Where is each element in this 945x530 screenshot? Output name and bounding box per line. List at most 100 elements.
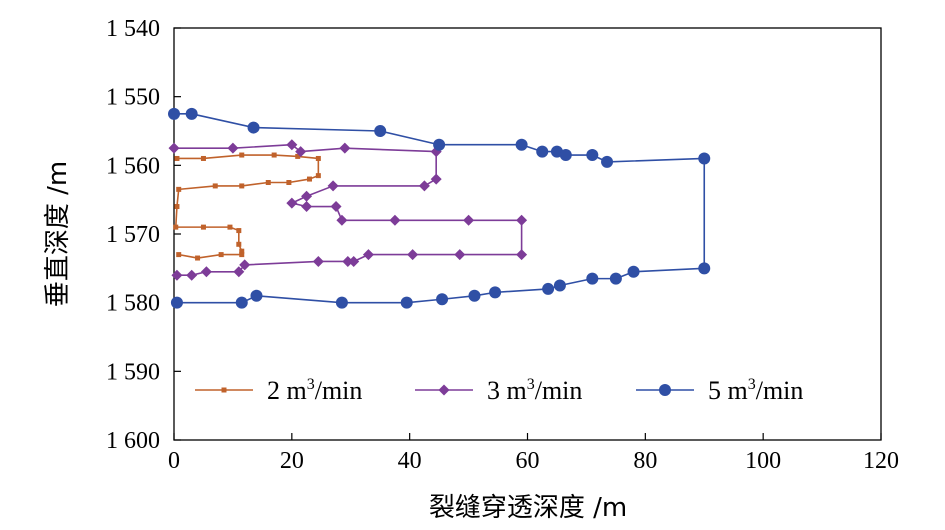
data-point: [212, 183, 218, 189]
data-point: [171, 269, 183, 281]
data-point: [559, 149, 572, 162]
data-point: [516, 249, 528, 261]
series-layer: [168, 107, 711, 309]
data-point: [168, 142, 180, 154]
data-point: [173, 224, 179, 230]
data-point: [176, 186, 182, 192]
data-point: [489, 286, 502, 299]
data-point: [336, 214, 348, 226]
data-point: [374, 125, 387, 137]
legend-label: 5 m3/min: [708, 376, 803, 405]
data-point: [418, 180, 430, 192]
data-point: [463, 214, 475, 226]
x-tick-label: 60: [516, 448, 540, 474]
legend-label: 3 m3/min: [487, 376, 582, 405]
y-tick-label: 1 590: [106, 359, 160, 385]
data-point: [176, 252, 182, 258]
data-point: [200, 224, 206, 230]
data-point: [170, 296, 183, 309]
y-tick-label: 1 550: [106, 85, 160, 111]
data-point: [239, 183, 245, 189]
data-point: [227, 224, 233, 230]
data-point: [174, 204, 180, 210]
data-point: [609, 272, 622, 285]
data-point: [174, 155, 180, 161]
series-2: [168, 139, 528, 281]
data-point: [168, 107, 180, 120]
legend-item-2: 3 m3/min: [415, 376, 582, 405]
y-axis-title: 垂直深度 /m: [43, 161, 73, 307]
y-axis-ticks: 1 540 1 550 1 560 1 570 1 580 1 590 1 600: [106, 16, 181, 454]
data-point: [627, 265, 640, 278]
data-point: [339, 142, 351, 154]
data-point: [195, 255, 201, 261]
data-point: [307, 176, 313, 182]
data-point: [286, 197, 298, 209]
data-point: [433, 138, 446, 151]
series-line: [174, 154, 320, 259]
data-point: [601, 155, 614, 168]
y-tick-label: 1 580: [106, 291, 160, 317]
data-point: [698, 262, 711, 275]
data-point: [586, 272, 599, 285]
data-point: [236, 241, 242, 247]
x-tick-label: 40: [398, 448, 422, 474]
data-point: [271, 152, 277, 158]
data-point: [295, 146, 307, 158]
x-tick-label: 100: [745, 448, 781, 474]
x-tick-label: 0: [168, 448, 180, 474]
x-axis-title: 裂缝穿透深度 /m: [429, 493, 627, 523]
data-point: [430, 173, 442, 185]
data-point: [265, 180, 271, 185]
x-tick-label: 120: [863, 448, 899, 474]
data-point: [250, 289, 263, 302]
data-point: [348, 255, 360, 267]
data-point: [327, 180, 339, 192]
legend-marker: [438, 384, 450, 396]
x-tick-label: 20: [280, 448, 304, 474]
x-axis-ticks: 0 20 40 60 80 100 120: [168, 433, 899, 474]
data-point: [542, 282, 555, 295]
data-point: [407, 249, 419, 261]
data-point: [235, 296, 248, 309]
data-point: [239, 152, 245, 158]
data-point: [239, 259, 251, 271]
data-point: [227, 142, 239, 154]
data-point: [236, 228, 242, 234]
data-point: [218, 252, 224, 258]
series-3: [168, 107, 711, 309]
data-point: [186, 269, 198, 281]
data-point: [315, 155, 321, 161]
data-point: [536, 145, 549, 158]
x-tick-label: 80: [633, 448, 657, 474]
data-point: [247, 121, 260, 134]
data-point: [330, 201, 342, 213]
data-point: [312, 255, 324, 267]
legend-item-1: 2 m3/min: [195, 376, 362, 405]
y-tick-label: 1 570: [106, 222, 160, 248]
legend-marker: [221, 387, 227, 393]
data-point: [468, 289, 481, 302]
data-point: [515, 138, 528, 151]
data-point: [286, 180, 292, 185]
data-point: [286, 139, 298, 151]
data-point: [185, 107, 198, 120]
y-tick-label: 1 560: [106, 153, 160, 179]
series-1: [173, 152, 321, 261]
data-point: [342, 255, 354, 267]
data-point: [362, 249, 374, 261]
y-tick-label: 1 600: [106, 428, 160, 454]
data-point: [295, 153, 301, 159]
data-point: [389, 214, 401, 226]
data-point: [698, 152, 711, 165]
data-point: [553, 279, 566, 292]
data-point: [454, 249, 466, 261]
series-line: [174, 143, 523, 277]
y-tick-label: 1 540: [106, 16, 160, 42]
data-point: [400, 296, 413, 309]
data-point: [200, 266, 212, 278]
data-point: [301, 201, 313, 213]
data-point: [301, 190, 313, 202]
data-point: [315, 173, 321, 179]
